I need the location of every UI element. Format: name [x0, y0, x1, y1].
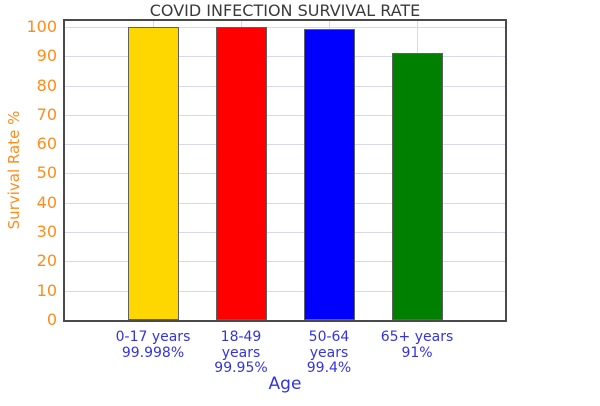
- h-gridline: [65, 232, 505, 234]
- x-tick-label: 18-49 years 99.95%: [176, 329, 306, 377]
- x-axis-title: Age: [268, 374, 302, 394]
- h-gridline: [65, 173, 505, 175]
- y-tick-label: 40: [36, 192, 57, 212]
- h-gridline: [65, 26, 505, 28]
- x-tick-label-line: 99.4%: [306, 360, 352, 376]
- bars-layer: [65, 21, 505, 320]
- x-tick-label-line: 50-64: [308, 329, 350, 345]
- x-tick-label: 50-64 years 99.4%: [264, 329, 394, 377]
- x-tick-label: 65+ years 91%: [352, 329, 482, 361]
- x-tick-label-line: 91%: [401, 344, 433, 361]
- h-gridline: [65, 56, 505, 58]
- bar-18-49-years: [215, 27, 267, 320]
- bar-0-17-years: [127, 26, 179, 320]
- bar-50-64-years: [303, 28, 355, 320]
- y-tick-label: 10: [36, 280, 57, 300]
- x-tick-label-line: 99.95%: [214, 360, 268, 376]
- x-tick-label-line: 0-17 years: [115, 329, 191, 345]
- chart-title: COVID INFECTION SURVIVAL RATE: [149, 1, 421, 20]
- x-tick-label-line: 99.998%: [121, 344, 185, 361]
- y-tick-label: 80: [36, 75, 57, 95]
- plot-area: [63, 19, 507, 322]
- y-tick-label: 0: [46, 310, 57, 329]
- y-tick-label: 60: [36, 134, 57, 154]
- y-tick-label: 30: [36, 222, 57, 242]
- h-gridline: [65, 85, 505, 87]
- bar-65-years: [391, 53, 443, 320]
- h-gridline: [65, 261, 505, 263]
- y-tick-label: 50: [36, 163, 57, 183]
- x-tick-label: 0-17 years 99.998%: [88, 329, 218, 361]
- x-tick-label-line: years: [221, 344, 261, 361]
- h-gridline: [65, 202, 505, 204]
- x-tick-label-line: years: [309, 344, 349, 361]
- x-tick-label-line: 18-49: [220, 329, 262, 345]
- h-gridline: [65, 114, 505, 116]
- y-tick-label: 100: [26, 16, 57, 36]
- y-tick-label: 20: [36, 251, 57, 271]
- x-tick-label-line: 65+ years: [380, 329, 454, 345]
- h-gridline: [65, 290, 505, 292]
- h-gridline: [65, 144, 505, 146]
- y-tick-label: 70: [36, 104, 57, 124]
- y-tick-label: 90: [36, 46, 57, 66]
